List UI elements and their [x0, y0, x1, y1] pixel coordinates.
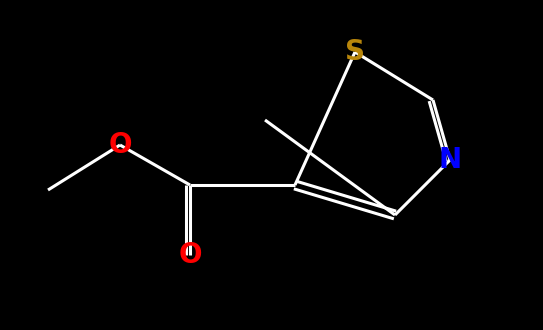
Text: O: O [108, 131, 132, 159]
Text: N: N [438, 146, 462, 174]
Text: S: S [345, 38, 365, 66]
Text: O: O [178, 241, 202, 269]
